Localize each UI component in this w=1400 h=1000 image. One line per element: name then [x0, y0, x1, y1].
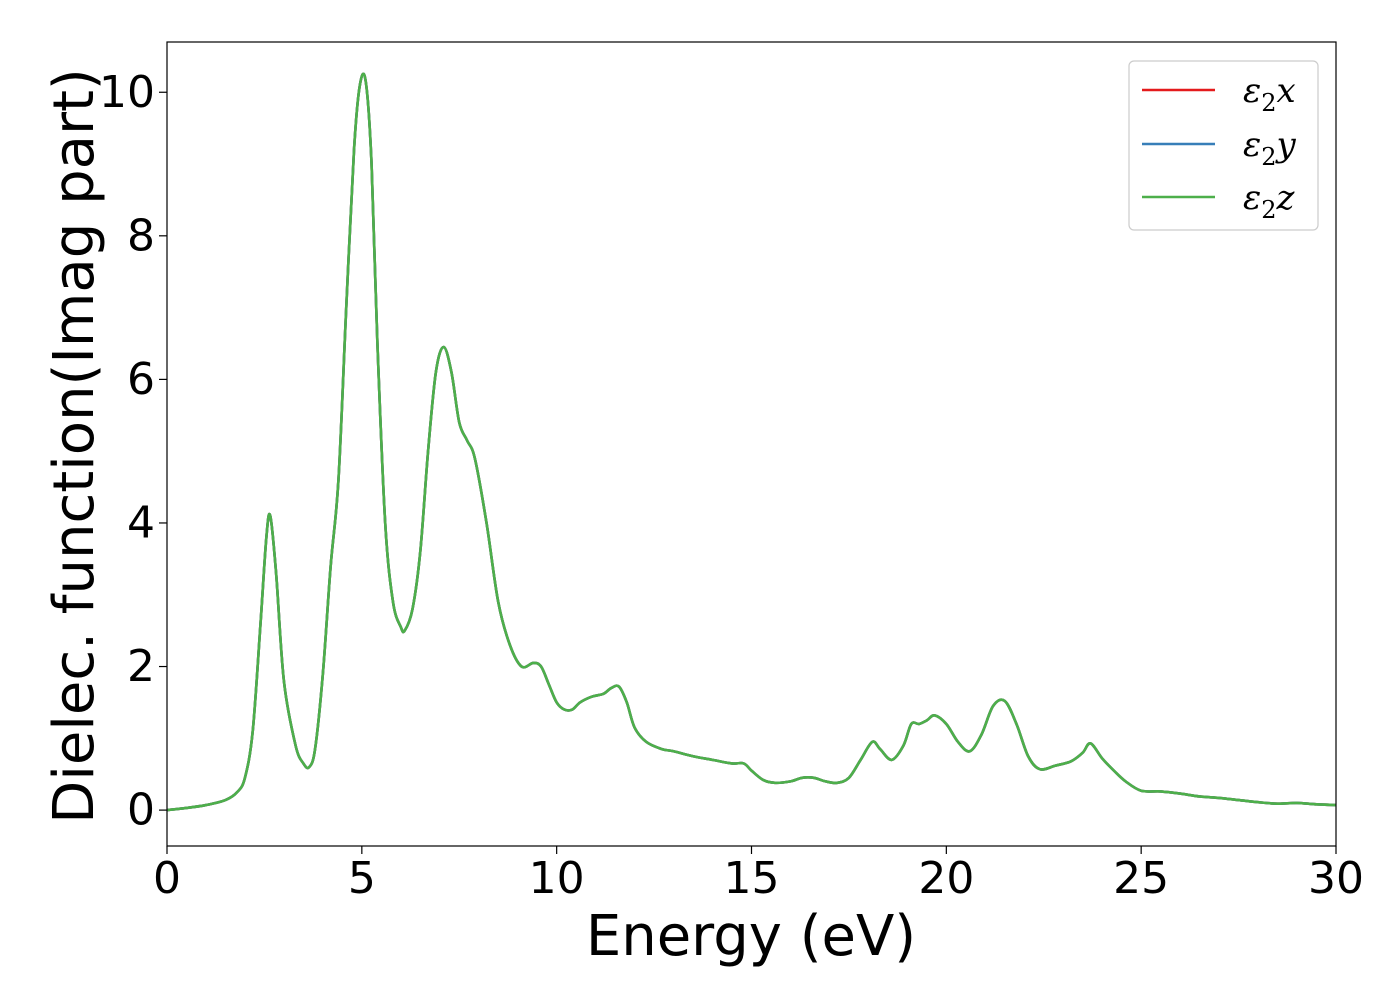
x-tick-label: 20 — [918, 853, 974, 904]
series-line-z — [166, 72, 1337, 812]
y-tick-label: 8 — [127, 210, 155, 261]
x-axis: 0 5 10 15 20 25 30 — [153, 846, 1364, 904]
x-tick-label: 15 — [724, 853, 780, 904]
x-tick-label: 0 — [153, 853, 181, 904]
legend: ε2x ε2y ε2z — [1128, 60, 1319, 231]
legend-label-x: ε2x — [1243, 71, 1296, 117]
legend-box — [1128, 60, 1319, 231]
x-tick-label: 5 — [348, 853, 376, 904]
y-axis-title: Dielec. function(Imag part) — [42, 68, 107, 824]
y-tick-label: 4 — [127, 497, 155, 548]
y-axis: 0 2 4 6 8 10 — [99, 67, 167, 836]
legend-label-y: ε2y — [1243, 125, 1297, 171]
series-lines — [166, 72, 1337, 812]
y-tick-label: 0 — [127, 785, 155, 836]
x-axis-title: Energy (eV) — [586, 904, 916, 969]
y-tick-label: 2 — [127, 641, 155, 692]
y-tick-label: 10 — [99, 67, 155, 118]
x-tick-label: 30 — [1308, 853, 1364, 904]
legend-items: ε2x ε2y ε2z — [1142, 71, 1297, 224]
x-tick-label: 10 — [529, 853, 585, 904]
y-tick-label: 6 — [127, 354, 155, 405]
legend-label-z: ε2z — [1243, 178, 1296, 224]
x-tick-label: 25 — [1113, 853, 1169, 904]
